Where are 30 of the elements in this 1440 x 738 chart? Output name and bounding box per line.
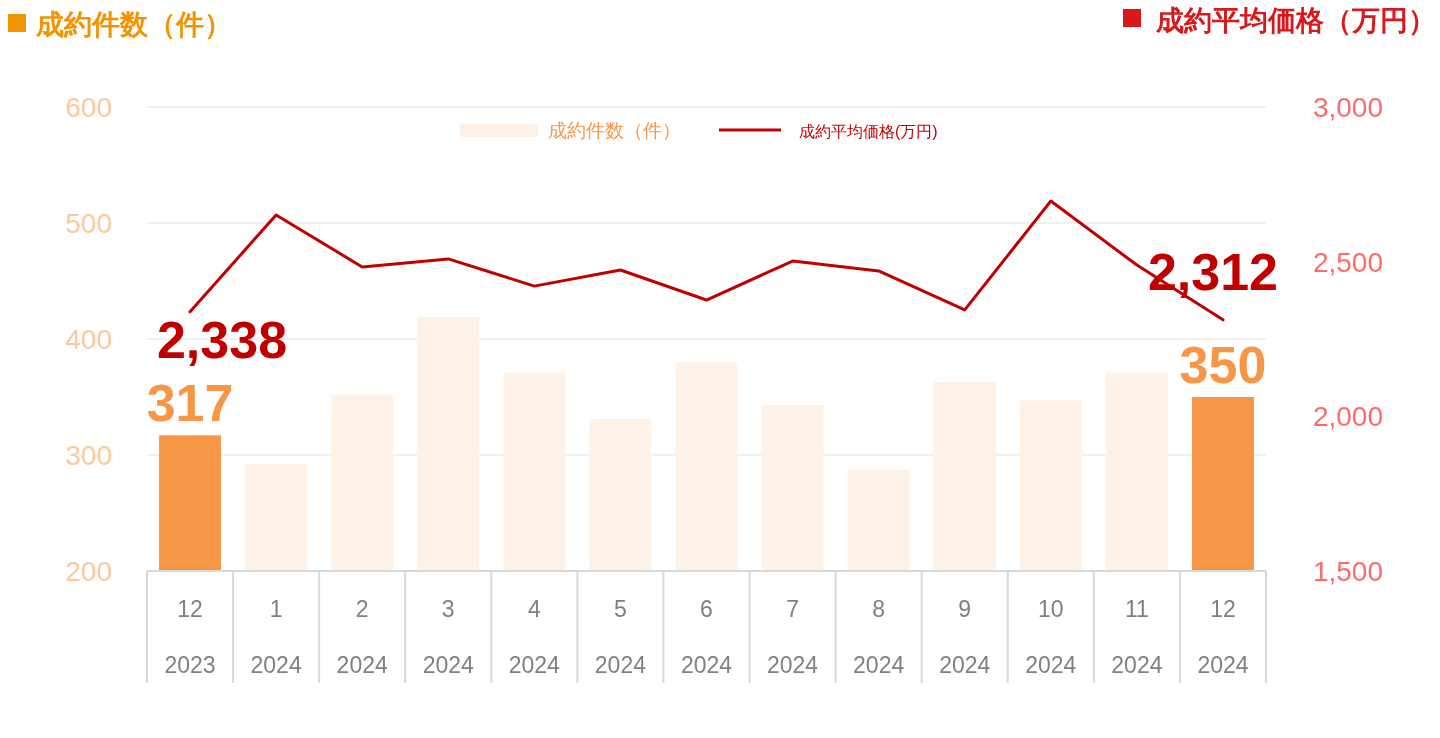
y-tick-label: 400 <box>65 324 112 355</box>
y2-axis-title: 成約平均価格（万円） <box>1155 5 1436 36</box>
category-label: 3 2024 <box>422 596 474 678</box>
category-label: 12 2024 <box>1197 596 1249 678</box>
category-label: 7 2024 <box>766 596 819 678</box>
y-axis-title: 成約件数（件） <box>35 9 232 40</box>
y2-tick-label: 2,500 <box>1312 246 1383 278</box>
data-label: 2,312 <box>1147 242 1279 301</box>
legend-label: 成約件数（件） <box>548 120 681 141</box>
y-tick-label: 300 <box>65 440 112 471</box>
category-label: 4 2024 <box>508 596 560 678</box>
y2-tick-label: 1,500 <box>1312 556 1383 587</box>
category-label: 9 2024 <box>939 596 991 678</box>
y-tick-label: 200 <box>65 556 112 587</box>
y-tick-label: 600 <box>65 92 112 123</box>
data-label: 350 <box>1179 336 1267 394</box>
y2-tick-label: 2,000 <box>1312 401 1383 433</box>
data-label: 2,338 <box>156 310 288 369</box>
y-tick-label: 500 <box>65 208 112 239</box>
y2-tick-label: 3,000 <box>1312 92 1383 123</box>
category-label: 6 2024 <box>680 596 733 678</box>
data-label: 317 <box>146 374 234 433</box>
category-label: 5 2024 <box>594 596 647 678</box>
category-label: 11 2024 <box>1111 596 1163 678</box>
category-label: 8 2024 <box>853 596 905 678</box>
category-label: 12 2023 <box>164 596 216 678</box>
legend-label: 成約平均価格(万円) <box>799 123 938 140</box>
category-label: 1 2024 <box>250 596 302 678</box>
category-label: 2 2024 <box>336 596 388 678</box>
category-label: 10 2024 <box>1025 596 1077 678</box>
